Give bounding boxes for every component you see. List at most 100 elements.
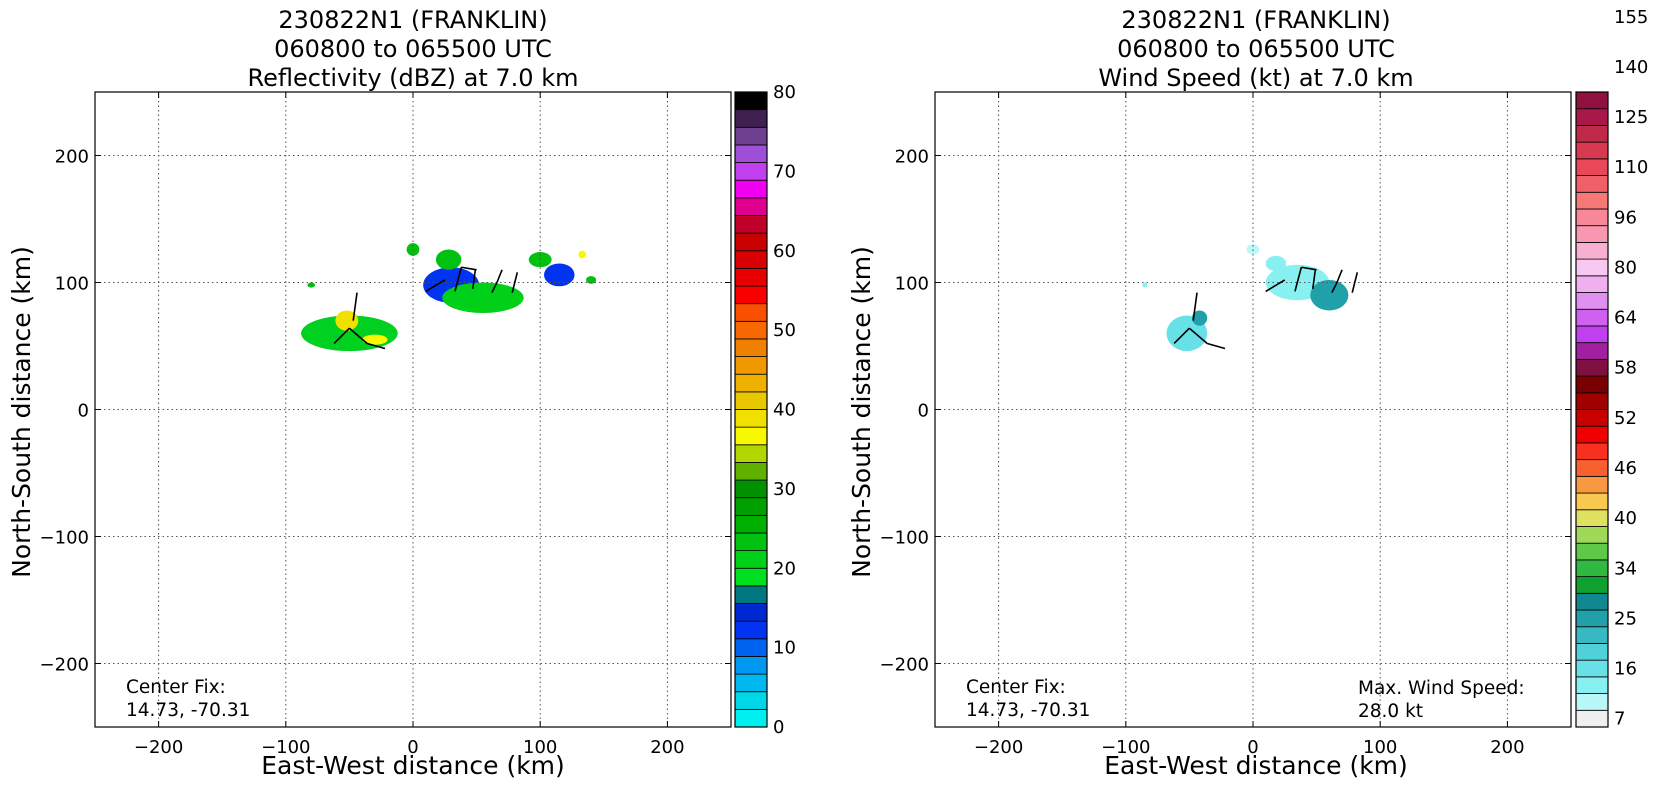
left-colorbar-segment-15 — [734, 444, 768, 463]
left-title-line-3: Reflectivity (dBZ) at 7.0 km — [248, 64, 579, 92]
right-colorbar-segment-14 — [1575, 475, 1609, 494]
right-colorbar-segment-27 — [1575, 258, 1609, 277]
left-colorbar-tick-label-5: 50 — [773, 320, 796, 341]
max-wind-value: 28.0 kt — [1358, 701, 1423, 722]
right-colorbar-segment-18 — [1575, 409, 1609, 427]
right-y-tick-label-4: 200 — [895, 147, 929, 168]
right-colorbar-segment-25 — [1575, 292, 1609, 310]
right-data-region-5 — [1142, 282, 1148, 288]
left-colorbar-segment-34 — [734, 109, 768, 128]
left-colorbar-segment-30 — [734, 179, 768, 199]
left-data-region-8 — [406, 243, 420, 256]
right-wind-barb-4 — [1265, 279, 1286, 293]
left-colorbar-segment-29 — [734, 197, 768, 216]
left-colorbar-segment-3 — [734, 656, 768, 675]
right-colorbar-segment-30 — [1575, 208, 1609, 227]
right-colorbar-segment-20 — [1575, 375, 1609, 394]
right-x-tick-label-4: 200 — [1490, 737, 1524, 758]
right-colorbar-segment-33 — [1575, 158, 1609, 176]
right-wind-barb-1 — [1188, 327, 1208, 345]
left-title-line-1: 230822N1 (FRANKLIN) — [278, 6, 547, 34]
right-center-fix-value: 14.73, -70.31 — [966, 700, 1090, 721]
right-colorbar-segment-13 — [1575, 492, 1609, 511]
right-colorbar-segment-24 — [1575, 308, 1609, 327]
left-data-region-11 — [578, 250, 586, 259]
right-wind-barb-7 — [1311, 269, 1317, 289]
left-colorbar-segment-19 — [734, 373, 768, 393]
left-wind-barb-2 — [366, 342, 386, 350]
right-colorbar-segment-37 — [1575, 91, 1609, 110]
right-y-axis-label: North-South distance (km) — [847, 246, 876, 578]
right-wind-barb-3 — [1192, 292, 1198, 321]
right-colorbar-segment-1 — [1575, 693, 1609, 711]
left-data-region-5 — [544, 263, 575, 287]
right-colorbar-segment-16 — [1575, 442, 1609, 461]
right-colorbar-tick-label-6: 52 — [1614, 408, 1637, 429]
right-colorbar-tick-label-7: 58 — [1614, 358, 1637, 379]
left-colorbar-segment-12 — [734, 497, 768, 516]
left-colorbar-segment-28 — [734, 215, 768, 234]
right-colorbar-tick-label-0: 7 — [1614, 709, 1625, 730]
right-colorbar-segment-4 — [1575, 643, 1609, 661]
left-colorbar-segment-11 — [734, 514, 768, 534]
right-colorbar-tick-label-9: 80 — [1614, 257, 1637, 278]
left-plot-area: −200 −100 0 100 200 −200 −100 0 100 200 — [40, 91, 732, 758]
right-data-region-4 — [1265, 255, 1287, 272]
right-x-axis-label: East-West distance (km) — [1104, 751, 1408, 780]
right-x-tick-label-2: 0 — [1247, 737, 1258, 758]
right-colorbar-segment-3 — [1575, 659, 1609, 678]
left-colorbar-segment-23 — [734, 303, 768, 322]
left-y-tick-label-0: −200 — [40, 655, 89, 676]
right-colorbar-segment-29 — [1575, 225, 1609, 243]
right-colorbar-tick-label-12: 125 — [1614, 107, 1648, 128]
left-colorbar-segment-7 — [734, 585, 768, 604]
right-colorbar-segment-23 — [1575, 325, 1609, 344]
right-y-tick-label-2: 0 — [918, 401, 929, 422]
left-colorbar-segment-33 — [734, 126, 768, 146]
left-x-tick-label-2: 0 — [407, 737, 418, 758]
left-colorbar-segment-4 — [734, 638, 768, 657]
left-colorbar-tick-label-7: 70 — [773, 161, 796, 182]
right-colorbar-segment-35 — [1575, 125, 1609, 143]
right-colorbar-segment-36 — [1575, 108, 1609, 126]
right-colorbar-segment-17 — [1575, 425, 1609, 444]
right-colorbar-segment-32 — [1575, 175, 1609, 193]
right-colorbar-segment-22 — [1575, 342, 1609, 360]
left-colorbar-segment-0 — [734, 708, 768, 728]
left-colorbar-segment-22 — [734, 320, 768, 340]
left-x-tick-label-3: 100 — [523, 737, 557, 758]
right-colorbar-segment-15 — [1575, 459, 1609, 477]
left-wind-barb-0 — [333, 327, 350, 345]
right-x-tick-label-0: −200 — [974, 737, 1023, 758]
right-title-line-1: 230822N1 (FRANKLIN) — [1121, 6, 1390, 34]
left-colorbar-segment-21 — [734, 338, 768, 357]
right-x-tick-label-1: −100 — [1101, 737, 1150, 758]
right-colorbar-segment-28 — [1575, 241, 1609, 260]
left-colorbar-segment-6 — [734, 603, 768, 622]
left-colorbar-segment-24 — [734, 285, 768, 305]
left-colorbar-segment-35 — [734, 91, 768, 111]
right-colorbar-segment-34 — [1575, 141, 1609, 160]
left-colorbar-segment-26 — [734, 250, 768, 269]
right-colorbar-tick-label-2: 25 — [1614, 608, 1637, 629]
left-colorbar-segment-1 — [734, 691, 768, 710]
left-colorbar-segment-16 — [734, 426, 768, 446]
left-x-tick-label-4: 200 — [650, 737, 684, 758]
right-colorbar-segment-10 — [1575, 542, 1609, 561]
left-title-line-2: 060800 to 065500 UTC — [274, 35, 552, 63]
left-center-fix-label: Center Fix: — [126, 677, 226, 698]
right-plot-area: −200 −100 0 100 200 −200 −100 0 100 200 — [880, 91, 1572, 758]
right-colorbar-tick-label-3: 34 — [1614, 558, 1637, 579]
left-y-axis-label: North-South distance (km) — [7, 246, 36, 578]
reflectivity-panel: 230822N1 (FRANKLIN) 060800 to 065500 UTC… — [7, 6, 796, 780]
right-wind-barb-0 — [1173, 327, 1190, 345]
left-colorbar-segment-17 — [734, 409, 768, 428]
left-wind-barb-1 — [348, 327, 368, 345]
left-wind-barb-4 — [425, 279, 446, 293]
right-colorbar-tick-label-14: 155 — [1614, 7, 1648, 28]
right-colorbar-frame — [1575, 91, 1609, 728]
right-x-tick-label-3: 100 — [1363, 737, 1397, 758]
left-wind-barb-9 — [496, 269, 503, 283]
right-colorbar-segment-21 — [1575, 358, 1609, 377]
left-colorbar-segment-32 — [734, 144, 768, 163]
